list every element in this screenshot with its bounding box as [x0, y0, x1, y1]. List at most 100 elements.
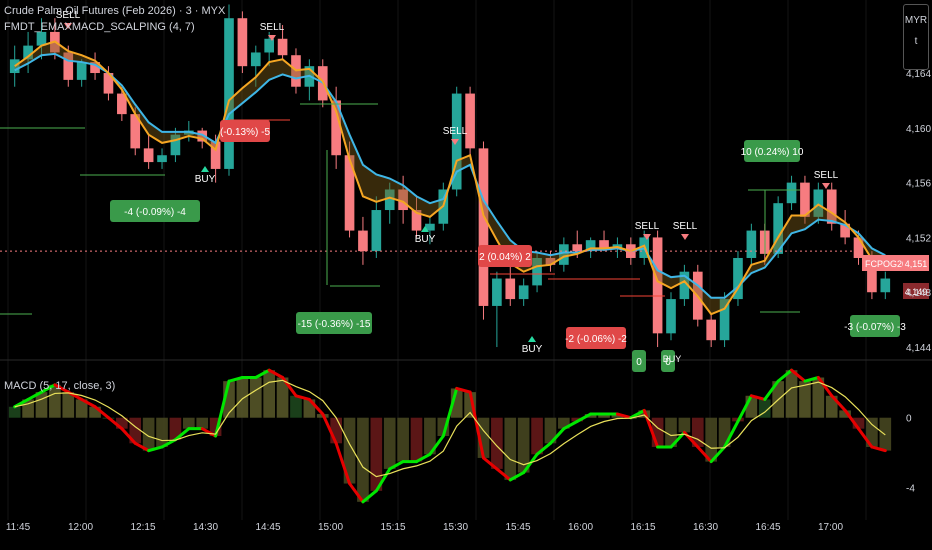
- candle-body: [277, 38, 288, 56]
- candle-body: [36, 31, 47, 46]
- macd-line-segment: [281, 375, 298, 398]
- macd-line-segment: [254, 368, 271, 379]
- macd-histogram-bar: [370, 417, 383, 491]
- sell-arrow-icon: [643, 234, 651, 240]
- candle-body: [170, 134, 181, 156]
- macd-histogram-bar: [276, 377, 289, 418]
- axes: 4,164 4,160 4,156 4,152 4,148 4,144 0 -4 11:45 12…: [6, 69, 932, 533]
- macd-line-segment: [816, 375, 834, 398]
- trade-result-box: [632, 350, 646, 372]
- ema-band: [14, 41, 886, 315]
- macd-histogram-bar: [584, 414, 597, 418]
- macd-line-segment: [374, 467, 392, 493]
- candle-body: [813, 189, 824, 217]
- scale-toggle[interactable]: t: [914, 36, 918, 47]
- macd-line-segment: [455, 386, 472, 394]
- scale-box[interactable]: MYR t: [903, 4, 929, 70]
- macd-histogram-bar: [397, 417, 409, 462]
- macd-histogram-bar: [665, 417, 677, 447]
- macd-line-segment: [388, 460, 405, 471]
- macd-histogram-bar: [196, 417, 209, 429]
- macd-histogram-bar: [852, 417, 865, 429]
- sell-arrow-icon: [822, 183, 830, 189]
- macd-histogram-bar: [343, 417, 356, 484]
- time-tick-label: 16:30: [693, 522, 718, 533]
- time-tick-label: 11:45: [6, 522, 31, 533]
- candle-body: [853, 237, 864, 258]
- macd-tick-label: -4: [906, 483, 915, 494]
- macd-histogram-bar: [62, 392, 75, 418]
- macd-title[interactable]: MACD (5, 17, close, 3): [4, 380, 116, 392]
- macd-histogram-bar: [691, 417, 704, 447]
- macd-line-segment: [749, 394, 767, 401]
- macd-line-segment: [709, 445, 727, 464]
- sell-arrow-icon: [64, 23, 72, 29]
- macd-line-segment: [294, 394, 311, 401]
- time-tick-label: 16:45: [755, 522, 780, 533]
- candle-body: [840, 223, 850, 238]
- macd-histogram-bar: [424, 417, 436, 455]
- signal-line: [14, 379, 886, 478]
- macd-line-segment: [562, 419, 579, 431]
- macd-histogram-bar: [116, 417, 128, 429]
- trade-result-box: [661, 350, 675, 372]
- macd-histogram-bar: [290, 395, 302, 418]
- macd-histogram-bar: [357, 417, 369, 502]
- macd-line-segment: [428, 434, 445, 456]
- trade-result-box: [478, 245, 532, 267]
- candle-body: [117, 93, 127, 115]
- macd-histogram-bar: [812, 377, 825, 418]
- macd-histogram-bar: [477, 417, 490, 458]
- sell-signal-label: SELL: [635, 221, 660, 232]
- macd-line-segment: [575, 412, 593, 423]
- candle-body: [130, 114, 141, 149]
- time-tick-label: 14:30: [193, 522, 218, 533]
- buy-arrow-icon: [201, 166, 209, 172]
- candle-body: [800, 182, 810, 217]
- macd-histogram-bar: [839, 410, 851, 418]
- candle-body: [572, 244, 583, 252]
- macd-line-segment: [803, 375, 820, 383]
- candle-body: [143, 148, 154, 163]
- symbol-title[interactable]: Crude Palm Oil Futures (Feb 2026) · 3 · …: [4, 5, 226, 17]
- macd-histogram-bar: [785, 370, 798, 418]
- candle-body: [719, 299, 730, 341]
- sell-signal-label: SELL: [56, 10, 81, 21]
- ema-lines: [0, 40, 886, 316]
- candle-body: [197, 130, 208, 142]
- macd-line-segment: [361, 489, 378, 504]
- candle-body: [786, 182, 797, 204]
- macd-line-segment: [508, 471, 526, 482]
- candle-body: [23, 45, 33, 60]
- macd-histogram-bar: [758, 399, 771, 418]
- indicator-title[interactable]: FMDT_EMAXMACD_SCALPING (4, 7): [4, 21, 195, 33]
- macd-histogram-bar: [879, 417, 892, 451]
- trade-result-text: 10 (0.24%) 10: [741, 147, 804, 158]
- candle-body: [398, 189, 408, 211]
- trade-result-text: 0: [636, 357, 642, 368]
- price-tag-text: FCPOG2026: [865, 259, 917, 269]
- price-tag-text: 4,151: [905, 259, 928, 269]
- time-tick-label: 15:15: [380, 522, 405, 533]
- trade-result-text: -15 (-0.36%) -15: [298, 319, 371, 330]
- candle-body: [331, 100, 341, 156]
- macd-histogram-bar: [75, 399, 88, 418]
- macd-histogram-bar: [450, 388, 463, 418]
- candle-body: [679, 271, 690, 300]
- macd-line-segment: [857, 427, 874, 449]
- trade-result-text: 0: [665, 357, 671, 368]
- candle-body: [733, 257, 743, 300]
- macd-line-segment: [173, 427, 191, 442]
- macd-line-segment: [415, 452, 432, 464]
- candle-body: [90, 62, 100, 74]
- buy-signal-label: BUY: [415, 234, 436, 245]
- macd-histogram-bar: [129, 417, 142, 444]
- macd-histogram-bar: [558, 417, 570, 429]
- macd-line-segment: [106, 416, 124, 431]
- buy-arrow-icon: [528, 336, 536, 342]
- macd-histogram-bar: [531, 417, 543, 455]
- macd-histogram-bar: [89, 406, 101, 418]
- macd-histogram-bar: [383, 417, 396, 469]
- time-tick-label: 16:15: [630, 522, 655, 533]
